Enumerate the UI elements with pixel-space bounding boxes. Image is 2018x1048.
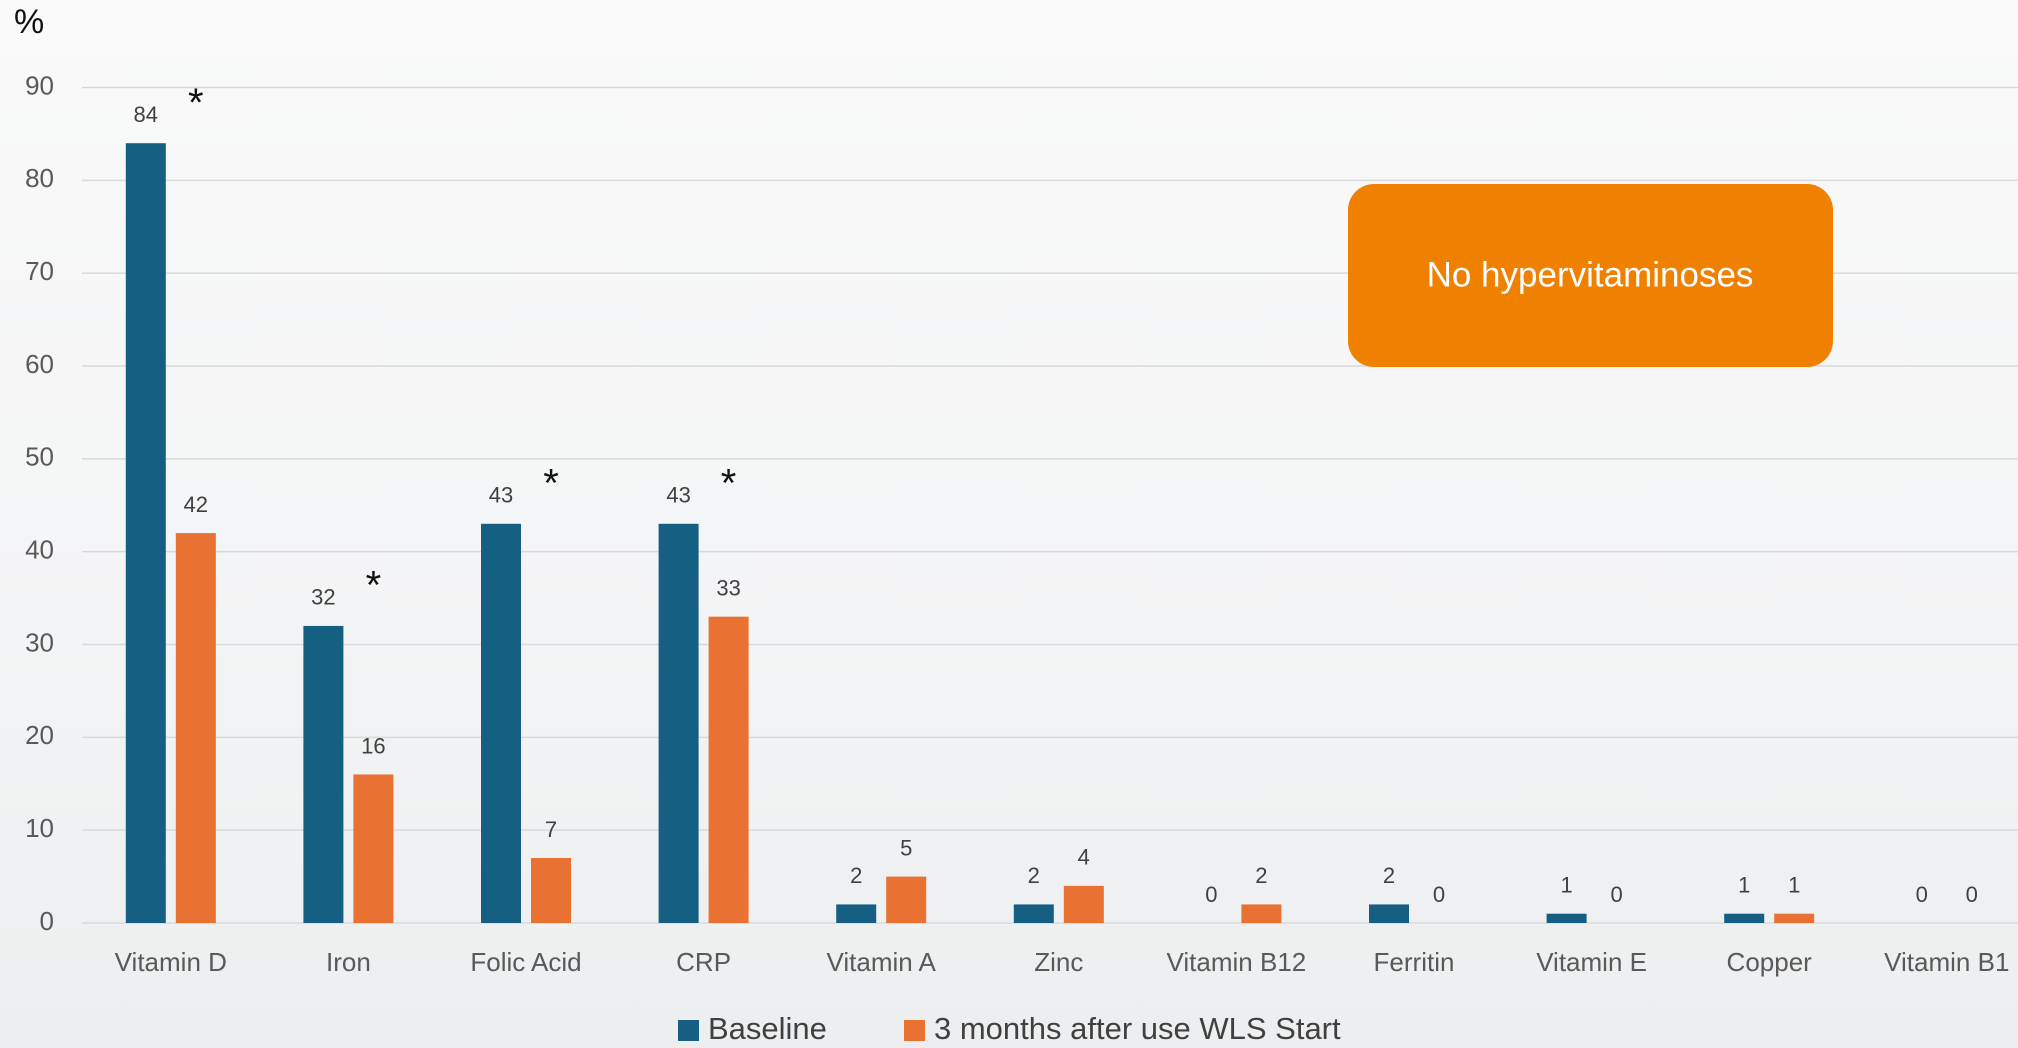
- value-label: 0: [1205, 882, 1217, 907]
- value-label: 2: [850, 863, 862, 888]
- bar: [303, 626, 343, 923]
- chart: % 0102030405060708090Vitamin D8442*Iron3…: [0, 0, 2018, 1048]
- bar: [886, 877, 926, 923]
- significance-marker: *: [721, 461, 737, 505]
- x-tick-label: Ferritin: [1374, 947, 1455, 977]
- x-tick-label: Folic Acid: [470, 947, 581, 977]
- x-tick-label: Vitamin D: [115, 947, 227, 977]
- bar: [1369, 904, 1409, 923]
- y-tick-label: 30: [25, 627, 54, 657]
- y-tick-label: 20: [25, 720, 54, 750]
- value-label: 32: [311, 585, 335, 610]
- bar: [1014, 904, 1054, 923]
- bar: [709, 617, 749, 923]
- value-label: 43: [489, 483, 513, 508]
- bar: [126, 143, 166, 923]
- value-label: 43: [666, 483, 690, 508]
- bar: [1547, 914, 1587, 923]
- bar: [353, 774, 393, 923]
- x-tick-label: Vitamin A: [827, 947, 937, 977]
- y-axis-label: %: [14, 3, 44, 41]
- value-label: 42: [184, 492, 208, 517]
- legend-swatch: [678, 1020, 699, 1041]
- annotation-text: No hypervitaminoses: [1427, 255, 1754, 294]
- bar: [659, 524, 699, 923]
- x-tick-label: Vitamin B1: [1884, 947, 2009, 977]
- bar: [1774, 914, 1814, 923]
- legend-swatch: [904, 1020, 925, 1041]
- background: [0, 0, 2018, 1048]
- bar: [1241, 904, 1281, 923]
- value-label: 0: [1610, 882, 1622, 907]
- bar: [1724, 914, 1764, 923]
- value-label: 2: [1255, 863, 1267, 888]
- value-label: 1: [1560, 873, 1572, 898]
- x-tick-label: Copper: [1727, 947, 1813, 977]
- bar: [531, 858, 571, 923]
- value-label: 7: [545, 817, 557, 842]
- value-label: 2: [1383, 863, 1395, 888]
- value-label: 1: [1788, 873, 1800, 898]
- value-label: 1: [1738, 873, 1750, 898]
- x-tick-label: Iron: [326, 947, 371, 977]
- y-tick-label: 0: [40, 906, 54, 936]
- value-label: 16: [361, 733, 385, 758]
- x-tick-label: Vitamin E: [1536, 947, 1647, 977]
- significance-marker: *: [188, 81, 204, 125]
- y-tick-label: 50: [25, 442, 54, 472]
- x-tick-label: Vitamin B12: [1167, 947, 1307, 977]
- x-tick-label: CRP: [676, 947, 731, 977]
- legend-label: 3 months after use WLS Start: [934, 1011, 1341, 1046]
- value-label: 0: [1966, 882, 1978, 907]
- y-tick-label: 70: [25, 256, 54, 286]
- value-label: 33: [716, 575, 740, 600]
- y-tick-label: 80: [25, 163, 54, 193]
- significance-marker: *: [366, 563, 382, 607]
- value-label: 0: [1916, 882, 1928, 907]
- value-label: 0: [1433, 882, 1445, 907]
- bar: [176, 533, 216, 923]
- y-tick-label: 10: [25, 813, 54, 843]
- x-tick-label: Zinc: [1034, 947, 1083, 977]
- bar: [481, 524, 521, 923]
- y-tick-label: 40: [25, 535, 54, 565]
- legend-label: Baseline: [708, 1011, 827, 1046]
- page: % 0102030405060708090Vitamin D8442*Iron3…: [0, 0, 2018, 1048]
- value-label: 84: [134, 102, 158, 127]
- bar: [1064, 886, 1104, 923]
- value-label: 2: [1028, 863, 1040, 888]
- bar: [836, 904, 876, 923]
- y-tick-label: 60: [25, 349, 54, 379]
- value-label: 4: [1078, 845, 1090, 870]
- significance-marker: *: [543, 461, 559, 505]
- value-label: 5: [900, 835, 912, 860]
- y-tick-label: 90: [25, 70, 54, 100]
